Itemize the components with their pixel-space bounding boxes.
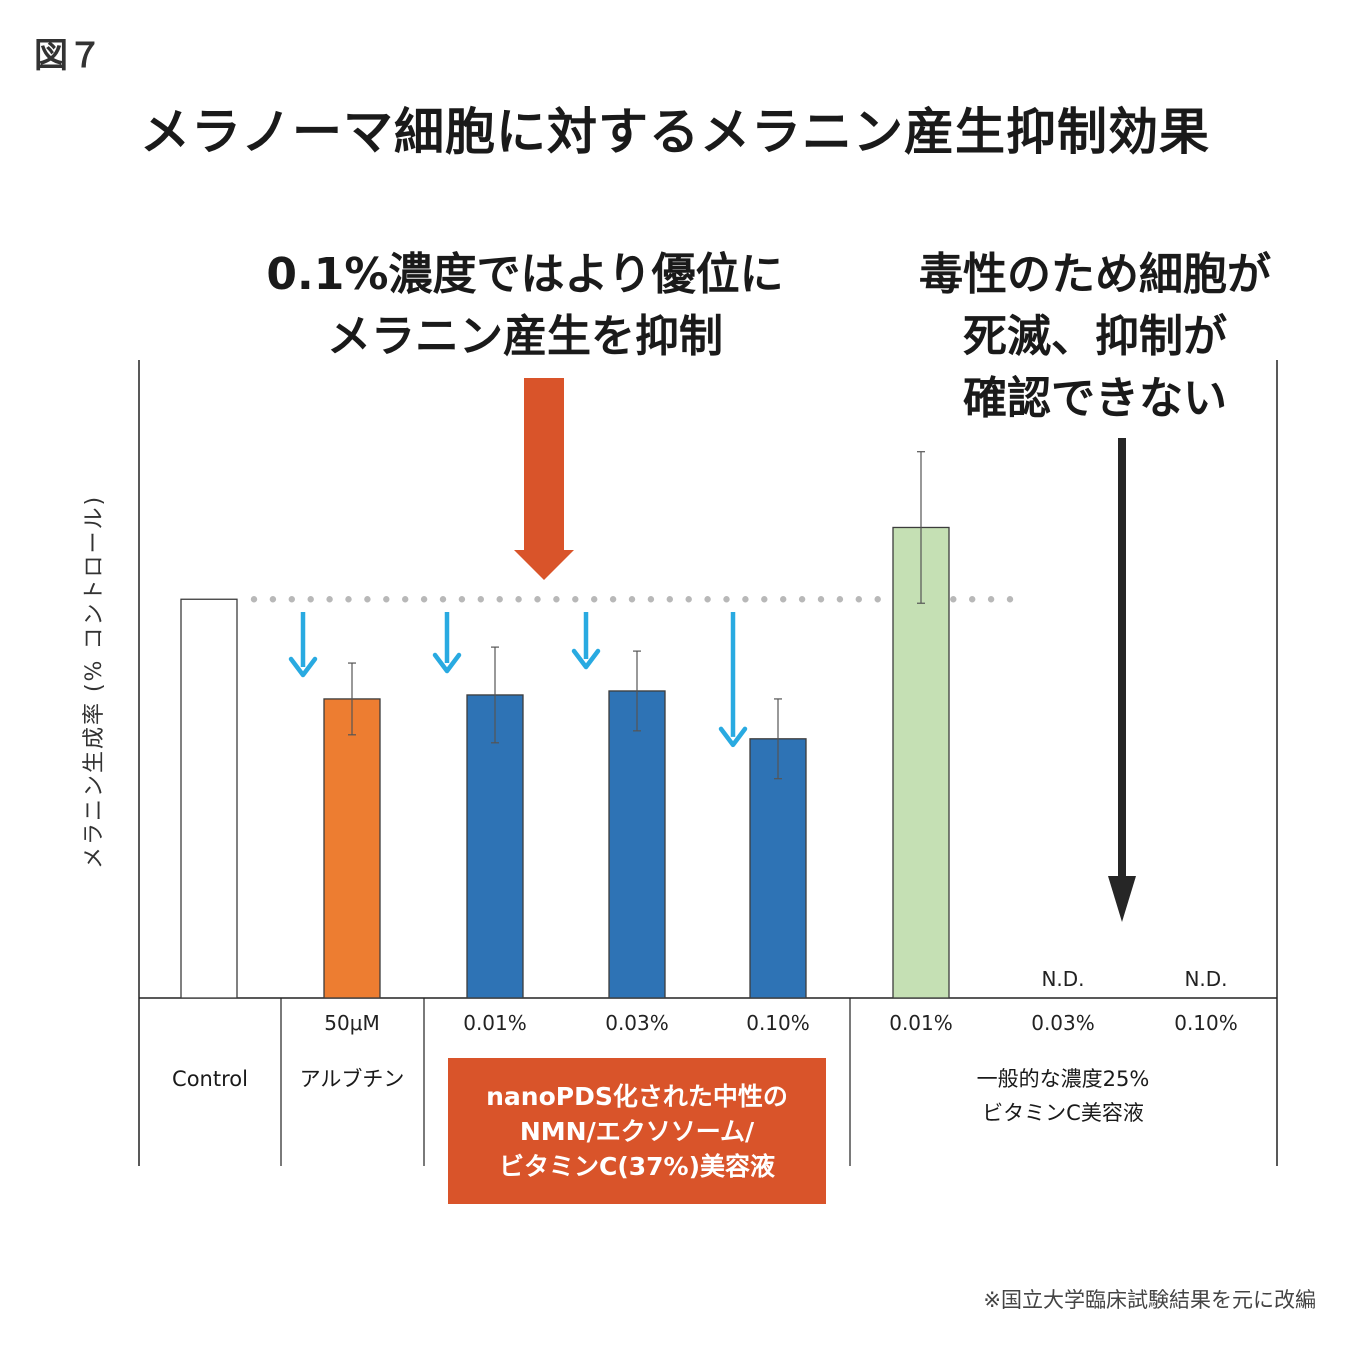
reference-dot (572, 596, 579, 603)
dark-arrow-shaft (1118, 438, 1126, 878)
reference-dot (874, 596, 881, 603)
group-label-arbutin: アルブチン (299, 1067, 405, 1091)
reference-dot (420, 596, 428, 603)
reference-dot (647, 596, 655, 603)
annotation-right: 毒性のため細胞が 死滅、抑制が 確認できない (880, 244, 1310, 430)
reference-dot (685, 596, 692, 603)
reference-dot (458, 596, 466, 603)
reference-dot (307, 596, 314, 603)
group-label-general-line-2: ビタミンC美容液 (982, 1101, 1144, 1125)
reference-dot (402, 596, 409, 603)
group-label-nano-line-1: nanoPDS化された中性の (486, 1081, 788, 1111)
reference-dot (553, 596, 560, 603)
dark-arrow-head (1108, 876, 1136, 922)
reference-dot (666, 596, 673, 603)
group-label-general-line-1: 一般的な濃度25% (976, 1067, 1150, 1091)
x-tick-label-4: 0.03% (605, 1011, 669, 1035)
reference-dot (836, 596, 844, 603)
reference-dot (269, 596, 277, 603)
reference-dot (723, 596, 730, 603)
reference-dot (345, 596, 352, 603)
x-tick-label-8: 0.10% (1174, 1011, 1238, 1035)
reference-dot (439, 596, 447, 603)
group-label-nano-line-3: ビタミンC(37%)美容液 (498, 1151, 776, 1181)
reference-dot (364, 596, 371, 603)
group-label-control: Control (172, 1067, 248, 1091)
reference-dot (477, 596, 484, 603)
reference-dot (326, 596, 333, 603)
reference-dot (628, 596, 636, 603)
down-arrow-head-3 (571, 648, 601, 670)
annotation-right-line-3: 確認できない (963, 373, 1227, 424)
group-label-nano-line-2: NMN/エクソソーム/ (519, 1116, 755, 1146)
annotation-right-line-1: 毒性のため細胞が (919, 249, 1271, 300)
bar-3 (466, 694, 524, 999)
x-tick-label-7: 0.03% (1031, 1011, 1095, 1035)
reference-dot (704, 596, 711, 603)
reference-dot (855, 596, 862, 603)
annotation-right-line-2: 死滅、抑制が (963, 311, 1227, 362)
bar-4 (608, 690, 666, 999)
value-label-8: N.D. (1184, 967, 1227, 991)
reference-dot (534, 596, 541, 603)
group-label-nano: nanoPDS化された中性の NMN/エクソソーム/ ビタミンC(37%)美容液 (448, 1058, 826, 1204)
bar-1 (180, 598, 238, 999)
reference-dot (591, 596, 598, 603)
reference-dot (798, 596, 806, 603)
reference-dot (969, 596, 976, 603)
bar-2 (323, 698, 381, 999)
bar-6 (892, 526, 950, 999)
chart-title: メラノーマ細胞に対するメラニン産生抑制効果 (140, 103, 1210, 161)
reference-dot (1006, 596, 1014, 603)
reference-dot (515, 596, 522, 603)
reference-dot (609, 596, 617, 603)
down-arrow-head-4 (718, 726, 748, 748)
annotation-left-line-2: メラニン産生を抑制 (327, 311, 723, 362)
reference-dot (742, 596, 749, 603)
group-label-general: 一般的な濃度25% ビタミンC美容液 (850, 1062, 1276, 1130)
reference-dot (761, 596, 768, 603)
reference-dot (383, 596, 390, 603)
bar-5 (749, 738, 807, 999)
x-tick-label-2: 50μM (324, 1011, 379, 1035)
annotation-left-line-1: 0.1%濃度ではより優位に (266, 249, 784, 300)
x-tick-label-3: 0.01% (463, 1011, 527, 1035)
value-label-7: N.D. (1041, 967, 1084, 991)
down-arrow-head-1 (288, 656, 318, 678)
figure-label: 図７ (34, 36, 102, 76)
reference-dot (780, 596, 787, 603)
annotation-left: 0.1%濃度ではより優位に メラニン産生を抑制 (230, 244, 820, 368)
reference-dot (288, 596, 295, 603)
highlight-arrow (514, 378, 574, 580)
reference-dot (250, 596, 258, 603)
footnote: ※国立大学臨床試験結果を元に改編 (983, 1288, 1316, 1312)
reference-dot (950, 596, 957, 603)
x-tick-label-5: 0.10% (746, 1011, 810, 1035)
reference-dot (987, 596, 995, 603)
reference-dot (817, 596, 825, 603)
down-arrow-head-2 (432, 652, 462, 674)
x-tick-label-6: 0.01% (889, 1011, 953, 1035)
reference-dot (496, 596, 503, 603)
